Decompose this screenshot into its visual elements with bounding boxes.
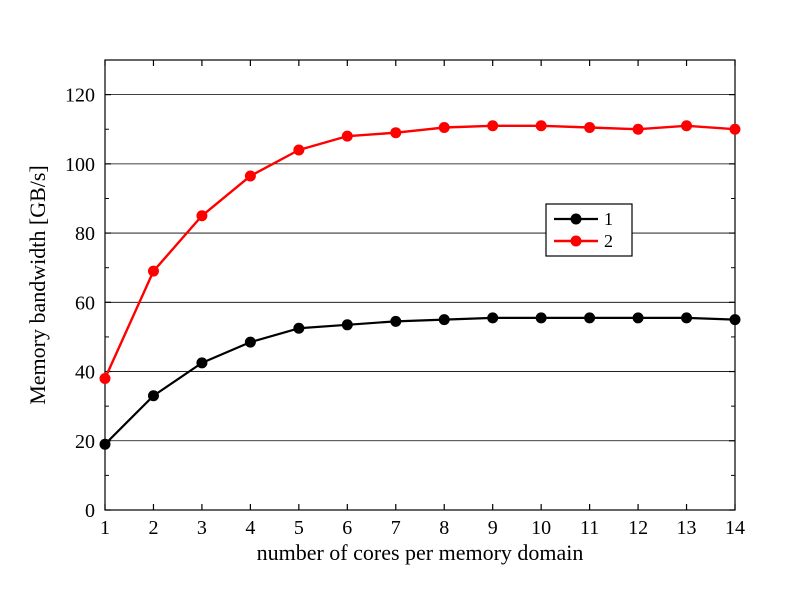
series-marker-2 [342, 131, 353, 142]
series-marker-1 [245, 337, 256, 348]
x-tick-label: 6 [342, 517, 352, 539]
x-tick-label: 5 [294, 517, 304, 539]
y-tick-label: 120 [65, 85, 95, 107]
series-marker-1 [196, 357, 207, 368]
legend-label: 2 [604, 231, 613, 251]
series-marker-1 [390, 316, 401, 327]
legend: 12 [546, 204, 632, 256]
x-tick-label: 2 [148, 517, 158, 539]
series-marker-2 [245, 170, 256, 181]
series-marker-2 [681, 120, 692, 131]
x-axis-title: number of cores per memory domain [257, 540, 584, 565]
series-marker-1 [293, 323, 304, 334]
x-tick-label: 7 [391, 517, 401, 539]
y-axis-title: Memory bandwidth [GB/s] [25, 165, 50, 405]
series-marker-1 [487, 312, 498, 323]
series-marker-2 [730, 124, 741, 135]
x-tick-label: 10 [531, 517, 551, 539]
series-marker-1 [342, 319, 353, 330]
x-tick-label: 11 [580, 517, 599, 539]
series-marker-1 [100, 439, 111, 450]
x-tick-label: 1 [100, 517, 110, 539]
y-tick-label: 0 [85, 500, 95, 522]
x-tick-label: 14 [725, 517, 745, 539]
series-marker-2 [100, 373, 111, 384]
series-marker-1 [681, 312, 692, 323]
y-tick-label: 100 [65, 154, 95, 176]
x-tick-label: 8 [439, 517, 449, 539]
y-tick-label: 60 [75, 292, 95, 314]
x-tick-label: 13 [677, 517, 697, 539]
series-marker-2 [487, 120, 498, 131]
x-tick-label: 4 [245, 517, 255, 539]
y-tick-label: 20 [75, 431, 95, 453]
series-marker-1 [536, 312, 547, 323]
y-tick-label: 80 [75, 223, 95, 245]
series-marker-2 [196, 210, 207, 221]
series-marker-2 [439, 122, 450, 133]
x-tick-label: 9 [488, 517, 498, 539]
series-marker-2 [293, 145, 304, 156]
x-tick-label: 12 [628, 517, 648, 539]
bandwidth-chart: 1234567891011121314020406080100120number… [0, 0, 792, 612]
series-marker-1 [148, 390, 159, 401]
y-tick-label: 40 [75, 362, 95, 384]
legend-label: 1 [604, 209, 613, 229]
series-marker-2 [390, 127, 401, 138]
series-marker-1 [633, 312, 644, 323]
series-marker-1 [584, 312, 595, 323]
series-marker-2 [148, 266, 159, 277]
series-marker-2 [633, 124, 644, 135]
series-marker-2 [584, 122, 595, 133]
series-marker-2 [536, 120, 547, 131]
series-marker-1 [439, 314, 450, 325]
series-marker-1 [730, 314, 741, 325]
x-tick-label: 3 [197, 517, 207, 539]
